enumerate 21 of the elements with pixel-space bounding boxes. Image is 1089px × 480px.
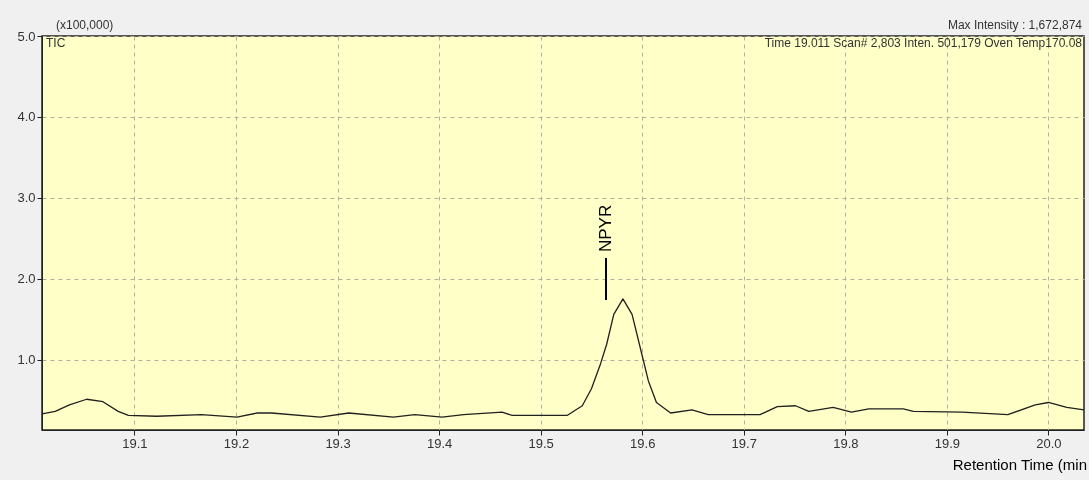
x-axis-title: Retention Time (min: [952, 456, 1087, 473]
y-tick-label: 1.0: [17, 352, 36, 368]
x-tick-label: 19.6: [630, 435, 656, 451]
annotation: Time 19.011 Scan# 2,803 Inten. 501,179 Oven Temp170.08: [764, 36, 1083, 50]
y-tick-label: 2.0: [17, 271, 36, 287]
x-tick-label: 19.7: [731, 435, 757, 451]
annotation: TIC: [46, 36, 66, 50]
x-tick-label: 19.5: [528, 435, 554, 451]
annotation: NPYR: [596, 204, 615, 252]
y-tick-label: 3.0: [17, 190, 36, 206]
x-tick-label: 19.3: [325, 435, 351, 451]
x-tick-label: 19.4: [426, 435, 453, 451]
text: (x100,000): [56, 18, 114, 32]
x-tick-label: 19.2: [223, 435, 250, 451]
x-tick-label: 19.1: [122, 435, 148, 451]
y-tick-label: 5.0: [17, 28, 36, 44]
text: Max Intensity : 1,672,874: [947, 18, 1083, 32]
x-tick-label: 19.8: [833, 435, 859, 451]
y-tick-label: 4.0: [17, 109, 36, 125]
x-tick-label: 19.9: [934, 435, 961, 451]
x-tick-label: 20.0: [1036, 435, 1062, 451]
